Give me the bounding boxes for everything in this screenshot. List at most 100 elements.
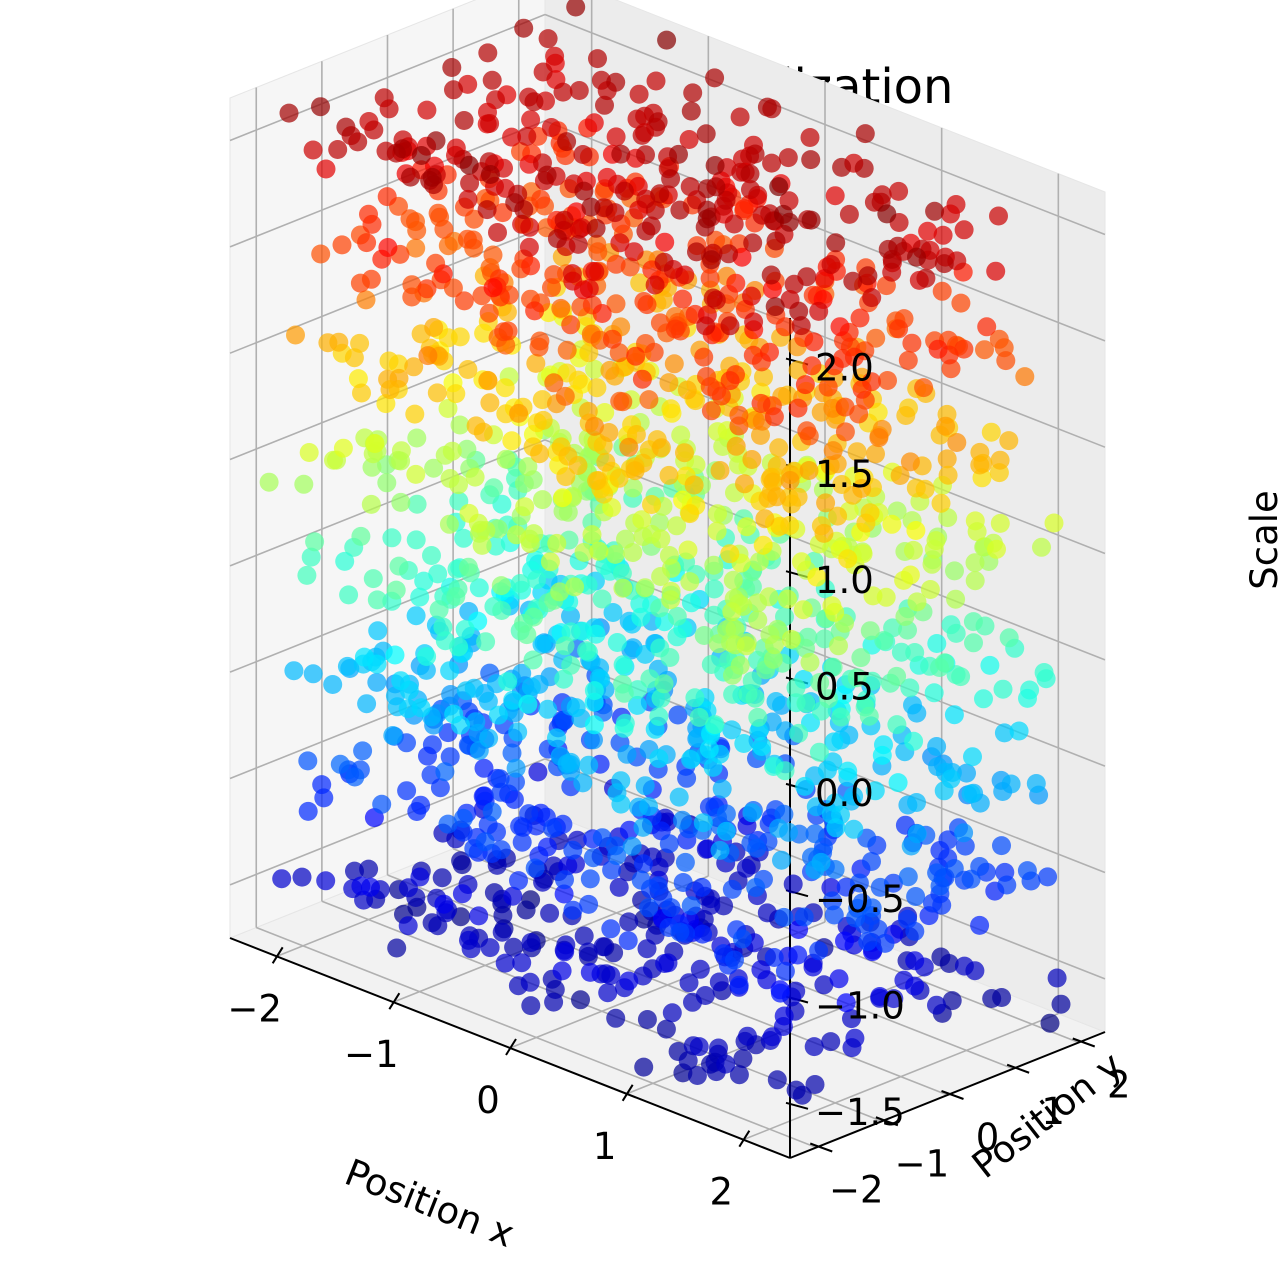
scatter-point (762, 1027, 782, 1047)
scatter-point (579, 343, 599, 363)
scatter-points (259, 0, 1071, 1105)
scatter-point (800, 652, 820, 672)
scatter-point (729, 1065, 749, 1085)
scatter-point (602, 860, 622, 880)
scatter-point (742, 450, 762, 469)
scatter-point (540, 552, 560, 572)
scatter-point (696, 316, 716, 336)
scatter-point (754, 367, 773, 387)
scatter-point (472, 535, 492, 555)
scatter-point (367, 672, 387, 692)
scatter-point (428, 916, 448, 936)
scatter-point (868, 919, 888, 939)
scatter-point (888, 773, 908, 793)
scatter-point (981, 422, 1001, 442)
scatter-point (657, 30, 677, 50)
scatter-point (433, 264, 453, 284)
scatter-point (526, 353, 546, 373)
scatter-point (555, 636, 575, 656)
scatter-point (654, 252, 674, 272)
scatter-point (795, 776, 815, 796)
scatter-point (318, 333, 338, 353)
scatter-point (479, 303, 499, 323)
scatter-point (804, 1037, 824, 1057)
scatter-point (925, 201, 945, 221)
scatter-point (789, 723, 809, 743)
scatter-point (402, 287, 422, 307)
grid-line-z-left (229, 439, 546, 567)
scatter-point (757, 903, 777, 923)
scatter-point (583, 848, 603, 868)
scatter-point (391, 451, 411, 471)
scatter-point (544, 373, 564, 393)
scatter-point (675, 852, 695, 872)
scatter-point (520, 217, 540, 237)
scatter-point (786, 678, 806, 698)
scatter-point (730, 107, 750, 127)
scatter-point (367, 654, 387, 674)
scatter-point (669, 144, 688, 164)
scatter-point (907, 592, 927, 612)
y-tick-mark (809, 1142, 833, 1153)
scatter-point (819, 689, 838, 709)
scatter-point (814, 975, 834, 995)
scatter-point (504, 937, 524, 957)
scatter-point (679, 130, 699, 149)
scatter-point (729, 416, 749, 436)
scatter-point (862, 671, 882, 691)
grid-line-y-floor (255, 926, 817, 1149)
y-tick-label: −1 (895, 1142, 950, 1185)
scatter-point (748, 707, 768, 727)
scatter-point (903, 540, 923, 560)
scatter-point (670, 200, 690, 220)
scatter-point (772, 850, 791, 870)
scatter-point (667, 606, 687, 626)
scatter-point (990, 450, 1010, 470)
scatter-point (474, 323, 494, 343)
scatter-point (459, 155, 479, 175)
scatter-point (898, 350, 918, 370)
scatter-point (712, 779, 732, 799)
scatter-point (614, 181, 634, 201)
scatter-point (829, 636, 848, 656)
scatter-point (965, 961, 985, 981)
scatter-point (645, 275, 665, 295)
scatter-point (961, 784, 981, 804)
scatter-point (492, 601, 512, 620)
scatter-point (453, 822, 473, 842)
scatter-point (637, 1010, 657, 1029)
scatter-point (659, 373, 679, 393)
scatter-point (633, 966, 653, 986)
scatter-point (907, 703, 927, 723)
scatter-point (830, 317, 850, 337)
scatter-point (351, 526, 371, 546)
scatter-point (272, 869, 292, 889)
scatter-point (656, 1019, 676, 1039)
scatter-point (878, 371, 897, 390)
scatter-point (679, 973, 699, 993)
scatter-point (825, 602, 845, 622)
scatter-point (298, 751, 318, 771)
scatter-point (662, 1003, 682, 1023)
scatter-point (407, 494, 427, 514)
scatter-point (424, 318, 444, 337)
scatter-point (779, 212, 799, 232)
scatter-point (428, 564, 448, 584)
scatter-point (791, 316, 811, 336)
scatter-point (951, 667, 971, 687)
scatter-point (398, 916, 418, 936)
scatter-point (333, 438, 353, 458)
scatter-point (357, 694, 377, 714)
scatter-point (767, 487, 787, 507)
scatter-point (391, 492, 411, 512)
scatter-point (789, 301, 809, 321)
scatter-point (555, 870, 574, 890)
scatter-point (619, 912, 639, 932)
scatter-point (874, 631, 894, 650)
scatter-point (681, 593, 701, 613)
scatter-point (286, 325, 305, 345)
scatter-point (639, 898, 659, 918)
scatter-point (580, 962, 600, 982)
scatter-point (742, 286, 761, 306)
scatter-point (660, 648, 680, 667)
